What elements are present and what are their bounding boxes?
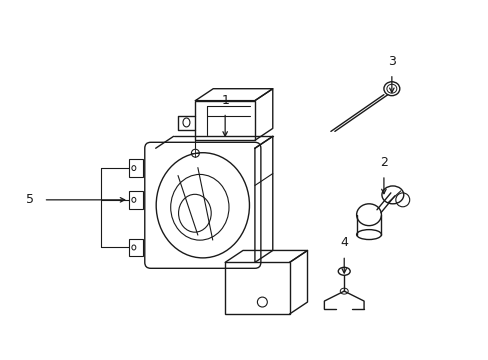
Text: 2: 2: [379, 156, 387, 169]
Text: 4: 4: [340, 237, 347, 249]
Text: 1: 1: [221, 94, 228, 107]
Text: 5: 5: [25, 193, 34, 206]
Text: 3: 3: [387, 55, 395, 68]
